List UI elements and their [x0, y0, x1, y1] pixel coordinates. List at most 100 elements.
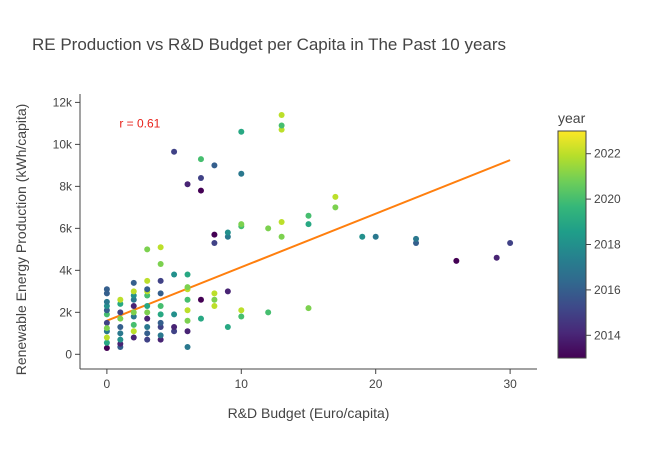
data-point — [144, 336, 151, 343]
x-tick-label: 0 — [104, 377, 111, 391]
data-point — [197, 174, 204, 181]
data-point — [157, 332, 164, 339]
data-point — [103, 286, 110, 293]
data-point — [144, 292, 151, 299]
data-point — [103, 307, 110, 314]
y-tick-label: 8k — [59, 179, 73, 193]
data-point — [184, 271, 191, 278]
data-point — [130, 279, 137, 286]
trendline-layer — [106, 159, 511, 322]
colorbar-tick-label: 2022 — [594, 147, 621, 161]
data-point — [507, 240, 514, 247]
colorbar-tick-label: 2018 — [594, 238, 621, 252]
data-point — [171, 328, 178, 335]
x-tick-label: 10 — [235, 377, 249, 391]
data-point — [238, 128, 245, 135]
data-point — [103, 319, 110, 326]
data-point — [130, 309, 137, 316]
data-point — [130, 296, 137, 303]
data-point — [359, 233, 366, 240]
data-point — [103, 290, 110, 297]
data-point — [117, 336, 124, 343]
data-point — [265, 225, 272, 232]
data-point — [103, 303, 110, 310]
data-point — [117, 300, 124, 307]
data-point — [144, 315, 151, 322]
data-point — [278, 233, 285, 240]
x-axis: 0 10 20 30 — [80, 368, 537, 391]
data-point — [130, 292, 137, 299]
data-point — [413, 240, 420, 247]
data-point — [184, 296, 191, 303]
data-point — [238, 221, 245, 228]
data-point — [144, 277, 151, 284]
data-point — [130, 303, 137, 310]
data-point — [144, 286, 151, 293]
data-point — [278, 122, 285, 129]
data-point — [184, 181, 191, 188]
x-axis-title: R&D Budget (Euro/capita) — [228, 405, 390, 421]
data-point — [117, 324, 124, 331]
colorbar-tick-label: 2014 — [594, 328, 621, 342]
data-point — [197, 315, 204, 322]
data-point — [144, 330, 151, 337]
data-point — [493, 254, 500, 261]
data-point — [278, 219, 285, 226]
colorbar-tick-label: 2016 — [594, 283, 621, 297]
data-point — [103, 345, 110, 352]
data-point — [157, 319, 164, 326]
data-point — [224, 233, 231, 240]
y-axis: 0 2k 4k 6k 8k 10k 12k — [53, 94, 81, 369]
data-point — [103, 339, 110, 346]
trendline — [106, 159, 511, 322]
x-tick-label: 30 — [503, 377, 517, 391]
y-tick-label: 2k — [59, 305, 73, 319]
data-point — [332, 193, 339, 200]
data-point — [197, 296, 204, 303]
y-tick-label: 4k — [59, 263, 73, 277]
data-point — [157, 336, 164, 343]
data-point — [278, 126, 285, 133]
data-point — [117, 296, 124, 303]
y-tick-label: 12k — [53, 95, 73, 109]
data-point — [278, 111, 285, 118]
data-point — [184, 284, 191, 291]
data-point — [453, 257, 460, 264]
data-point — [265, 309, 272, 316]
data-point — [171, 148, 178, 155]
data-point — [184, 307, 191, 314]
data-point — [103, 325, 110, 332]
data-point — [171, 324, 178, 331]
data-point — [413, 235, 420, 242]
data-point — [305, 221, 312, 228]
colorbar-gradient — [557, 130, 587, 359]
data-point — [130, 321, 137, 328]
data-point — [144, 303, 151, 310]
data-point — [238, 313, 245, 320]
data-point — [372, 233, 379, 240]
data-point — [130, 328, 137, 335]
data-point — [157, 277, 164, 284]
data-point — [211, 162, 218, 169]
data-point — [157, 311, 164, 318]
data-point — [211, 290, 218, 297]
colorbar: year 2014 2016 2018 2020 2022 — [557, 110, 621, 359]
data-point — [171, 311, 178, 318]
data-point — [117, 315, 124, 322]
data-point — [117, 340, 124, 347]
data-point — [184, 343, 191, 350]
data-point — [211, 296, 218, 303]
data-point — [197, 187, 204, 194]
data-point — [211, 303, 218, 310]
y-axis-title: Renewable Energy Production (kWh/capita) — [13, 104, 29, 376]
y-tick-label: 6k — [59, 221, 73, 235]
data-point — [332, 204, 339, 211]
data-point — [224, 229, 231, 236]
data-point — [184, 328, 191, 335]
correlation-annotation: r = 0.61 — [119, 116, 160, 130]
data-point — [224, 288, 231, 295]
data-point — [224, 324, 231, 331]
data-point — [130, 313, 137, 320]
y-tick-label: 0 — [65, 347, 72, 361]
data-point — [130, 288, 137, 295]
